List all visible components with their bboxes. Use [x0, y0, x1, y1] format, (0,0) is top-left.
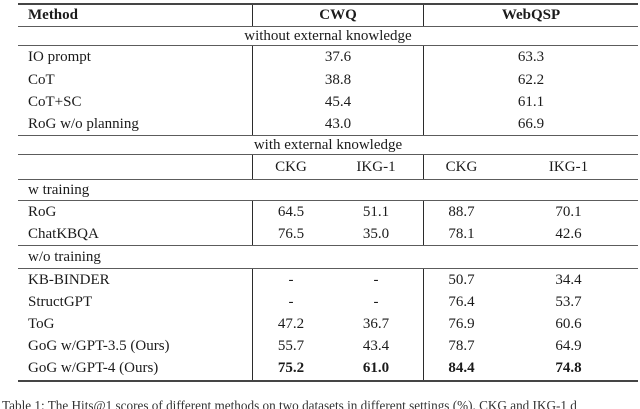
table-row: ToG 47.2 36.7 76.9 60.6	[18, 313, 638, 335]
score-cell: 76.5	[252, 223, 329, 245]
score-cell: -	[252, 269, 329, 291]
section-row-without-knowledge: without external knowledge	[18, 27, 638, 46]
score-cell: 64.9	[555, 337, 582, 354]
empty-cell	[18, 155, 252, 179]
score-cell: 35.0	[362, 225, 390, 242]
section-label-w-training: w training	[28, 181, 90, 198]
section-row-w-training: w training	[18, 180, 638, 201]
table-row: StructGPT - - 76.4 53.7	[18, 291, 638, 313]
score-cell: 61.0	[362, 360, 390, 376]
method-cell: GoG w/GPT-4 (Ours)	[28, 360, 159, 376]
score-cell-cwq: 37.6	[252, 46, 423, 69]
method-cell: IO prompt	[28, 49, 91, 65]
score-cell: -	[252, 291, 329, 313]
score-cell: 76.4	[423, 291, 499, 313]
score-cell: 84.4	[423, 357, 499, 380]
table-row-ours-gpt4: GoG w/GPT-4 (Ours) 75.2 61.0 84.4 74.8	[18, 357, 638, 380]
section-label-without-knowledge: without external knowledge	[244, 27, 412, 44]
score-cell-cwq: 43.0	[252, 114, 423, 135]
subheader-cwq-ikg: IKG-1	[356, 158, 396, 175]
subheader-web-ckg: CKG	[423, 155, 499, 179]
score-cell: 55.7	[252, 335, 329, 357]
table-row: RoG 64.5 51.1 88.7 70.1	[18, 201, 638, 223]
table-row: IO prompt 37.6 63.3	[18, 46, 638, 69]
table-row: CoT 38.8 62.2	[18, 69, 638, 91]
score-cell: 88.7	[423, 201, 499, 223]
method-cell: CoT+SC	[28, 94, 82, 110]
score-cell: 75.2	[252, 357, 329, 380]
score-cell: 42.6	[555, 225, 582, 242]
score-cell: 36.7	[362, 315, 390, 332]
section-row-with-knowledge: with external knowledge	[18, 136, 638, 155]
score-cell-webqsp: 66.9	[423, 114, 638, 135]
col-header-method: Method	[28, 7, 78, 23]
score-cell: 34.4	[555, 271, 582, 288]
table-row: CoT+SC 45.4 61.1	[18, 91, 638, 114]
method-cell: RoG w/o planning	[28, 116, 139, 132]
score-cell: 76.9	[423, 313, 499, 335]
table-header-row: Method CWQ WebQSP	[18, 5, 638, 27]
score-cell: 53.7	[555, 293, 582, 310]
score-cell: 50.7	[423, 269, 499, 291]
subheader-row: CKG IKG-1 CKG IKG-1	[18, 155, 638, 180]
section-row-wo-training: w/o training	[18, 246, 638, 269]
section-label-with-knowledge: with external knowledge	[253, 136, 403, 153]
subheader-cwq-ckg: CKG	[252, 155, 329, 179]
method-cell: CoT	[28, 71, 55, 88]
table-row: RoG w/o planning 43.0 66.9	[18, 114, 638, 136]
method-cell: ToG	[28, 315, 55, 332]
results-table: Method CWQ WebQSP without external knowl…	[18, 3, 638, 382]
score-cell: 47.2	[252, 313, 329, 335]
col-header-cwq: CWQ	[252, 5, 423, 26]
score-cell: 74.8	[555, 360, 582, 376]
method-cell: StructGPT	[28, 293, 93, 310]
score-cell-webqsp: 61.1	[423, 91, 638, 114]
subheader-web-ikg: IKG-1	[548, 158, 589, 175]
method-cell: KB-BINDER	[28, 271, 110, 288]
score-cell-webqsp: 62.2	[423, 69, 638, 91]
method-cell: ChatKBQA	[28, 225, 99, 242]
score-cell: -	[373, 293, 379, 310]
score-cell: 60.6	[555, 315, 582, 332]
score-cell: -	[373, 271, 379, 288]
table-row: ChatKBQA 76.5 35.0 78.1 42.6	[18, 223, 638, 246]
col-header-webqsp: WebQSP	[423, 5, 638, 26]
section-label-wo-training: w/o training	[28, 248, 101, 265]
method-cell: GoG w/GPT-3.5 (Ours)	[28, 337, 170, 354]
score-cell: 78.1	[423, 223, 499, 245]
score-cell-cwq: 38.8	[252, 69, 423, 91]
table-row: GoG w/GPT-3.5 (Ours) 55.7 43.4 78.7 64.9	[18, 335, 638, 357]
score-cell-cwq: 45.4	[252, 91, 423, 114]
score-cell: 43.4	[362, 337, 390, 354]
table-caption: Table 1: The Hits@1 scores of different …	[2, 398, 577, 409]
score-cell: 64.5	[252, 201, 329, 223]
table-row: KB-BINDER - - 50.7 34.4	[18, 269, 638, 291]
score-cell: 78.7	[423, 335, 499, 357]
score-cell-webqsp: 63.3	[423, 46, 638, 69]
method-cell: RoG	[28, 203, 57, 220]
score-cell: 70.1	[555, 203, 582, 220]
score-cell: 51.1	[362, 203, 390, 220]
